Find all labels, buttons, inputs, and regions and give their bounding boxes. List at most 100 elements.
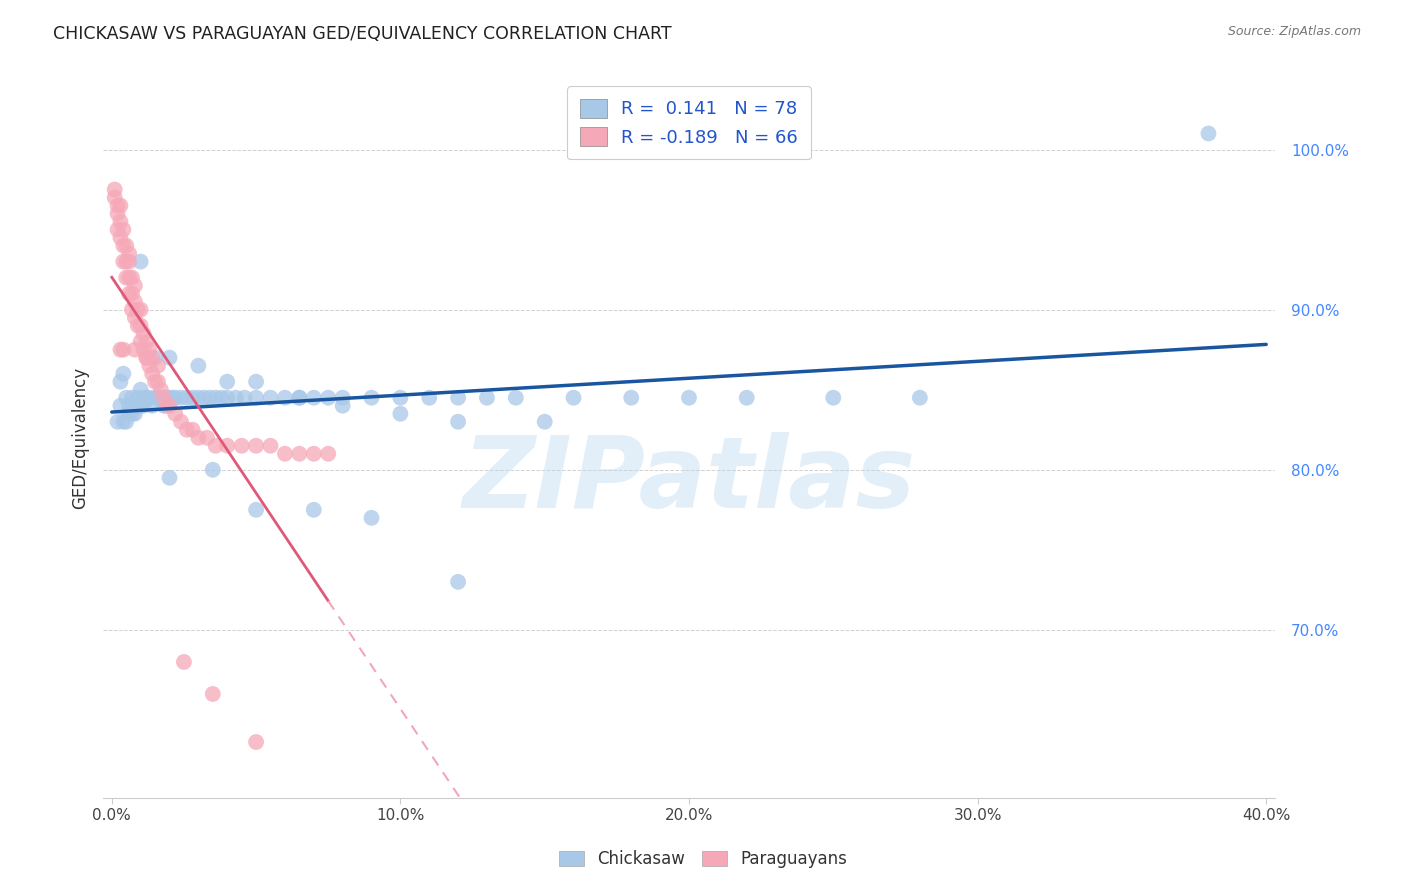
Point [121,286,143,301]
Point [107,206,129,220]
Point [204,439,226,453]
Point [121,391,143,405]
Point [152,391,174,405]
Point [110,198,132,212]
Point [176,391,198,405]
Point [187,359,209,373]
Point [110,399,132,413]
Point [135,351,157,365]
Point [505,391,527,405]
Point [135,351,157,365]
Point [198,391,221,405]
Point [141,399,163,413]
Point [124,407,146,421]
Point [156,399,179,413]
Point [245,375,267,389]
Point [288,447,311,461]
Point [217,391,239,405]
Point [245,391,267,405]
Text: CHICKASAW VS PARAGUAYAN GED/EQUIVALENCY CORRELATION CHART: CHICKASAW VS PARAGUAYAN GED/EQUIVALENCY … [53,25,672,43]
Text: Source: ZipAtlas.com: Source: ZipAtlas.com [1227,25,1361,38]
Point [201,687,224,701]
Point [121,302,143,317]
Point [678,391,700,405]
Point [211,391,233,405]
Point [135,334,157,349]
Point [132,391,155,405]
Point [316,447,339,461]
Point [187,391,209,405]
Point [735,391,758,405]
Point [908,391,931,405]
Point [146,359,169,373]
Point [104,182,127,196]
Point [112,222,135,236]
Point [124,310,146,325]
Point [245,503,267,517]
Point [118,270,141,285]
Point [156,391,179,405]
Point [165,391,187,405]
Point [115,415,138,429]
Point [181,423,204,437]
Point [159,351,181,365]
Point [138,391,160,405]
Point [118,254,141,268]
Point [447,574,470,589]
Point [302,503,325,517]
Point [173,655,195,669]
Point [170,415,193,429]
Point [127,399,149,413]
Point [302,447,325,461]
Point [217,439,239,453]
Point [129,302,152,317]
Point [104,190,127,204]
Point [112,415,135,429]
Point [245,439,267,453]
Point [115,270,138,285]
Point [143,351,166,365]
Point [107,198,129,212]
Point [118,286,141,301]
Point [110,214,132,228]
Point [118,399,141,413]
Point [360,391,382,405]
Text: ZIPatlas: ZIPatlas [463,433,915,530]
Point [332,391,354,405]
Point [112,367,135,381]
Point [138,359,160,373]
Point [115,254,138,268]
Point [187,431,209,445]
Point [159,471,181,485]
Point [159,399,181,413]
Point [195,431,218,445]
Point [562,391,585,405]
Point [152,399,174,413]
Point [165,407,187,421]
Point [127,318,149,333]
Point [138,343,160,357]
Point [141,367,163,381]
Point [288,391,311,405]
Point [124,343,146,357]
Point [121,407,143,421]
Point [127,302,149,317]
Point [132,399,155,413]
Point [316,391,339,405]
Point [217,375,239,389]
Point [389,407,412,421]
Point [143,391,166,405]
Point [176,423,198,437]
Point [170,391,193,405]
Point [193,391,215,405]
Point [288,391,311,405]
Point [112,343,135,357]
Point [129,318,152,333]
Point [245,735,267,749]
Point [204,391,226,405]
Point [129,334,152,349]
Point [110,343,132,357]
Point [110,375,132,389]
Point [233,391,256,405]
Point [107,222,129,236]
